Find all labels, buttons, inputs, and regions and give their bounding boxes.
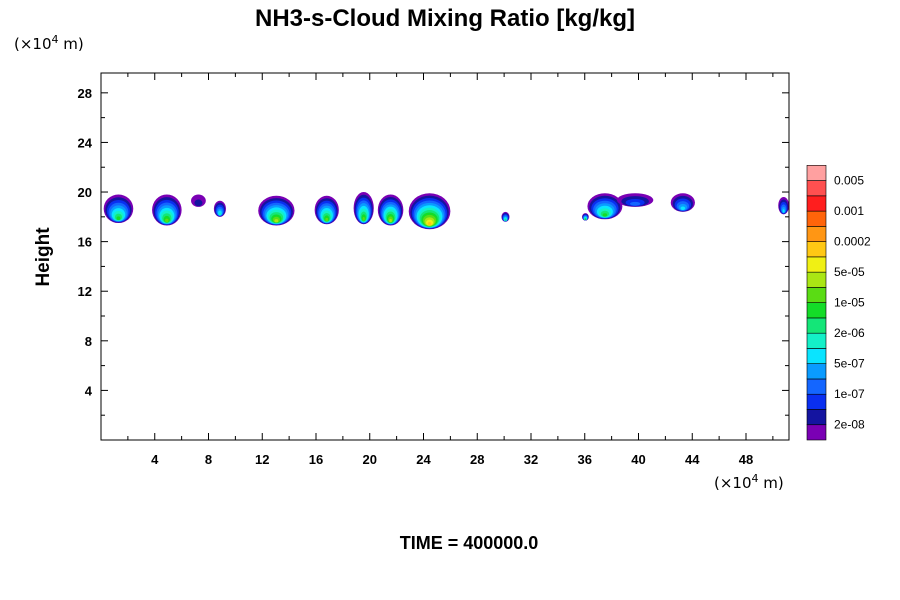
cloud-region [377, 194, 404, 226]
cloud-contour [782, 209, 785, 213]
cloud-region [617, 193, 654, 207]
x-tick-label: 8 [205, 452, 212, 467]
colorbar-swatch [806, 180, 827, 197]
cloud-region [587, 193, 623, 220]
y-axis-unit: (×104 m) [14, 33, 84, 53]
cloud-contour [274, 219, 279, 223]
x-tick-label: 28 [470, 452, 484, 467]
colorbar-swatch [806, 409, 827, 426]
colorbar-swatch [806, 195, 827, 212]
x-axis-unit-open: (×10 [714, 474, 752, 492]
colorbar-swatch [806, 226, 827, 242]
colorbar-swatch [806, 348, 827, 365]
x-tick-label: 44 [685, 452, 700, 467]
cloud-region [408, 193, 451, 230]
cloud-contour [325, 217, 329, 222]
colorbar-swatch [806, 256, 827, 273]
x-tick-label: 32 [524, 452, 538, 467]
cloud-contour [629, 201, 641, 206]
cloud-contour [584, 218, 587, 221]
cloud-contour [362, 217, 365, 221]
colorbar-swatch [806, 302, 827, 319]
y-tick-label: 20 [78, 185, 92, 200]
y-tick-label: 16 [78, 235, 92, 250]
cloud-region [314, 195, 339, 225]
colorbar-label: 1e-07 [834, 387, 865, 401]
cloud-contour [427, 222, 432, 226]
x-tick-label: 36 [578, 452, 592, 467]
cloud-contour [218, 212, 221, 216]
plot-frame [100, 72, 790, 441]
y-tick-label: 12 [78, 284, 92, 299]
cloud-region [191, 194, 206, 207]
y-tick-label: 24 [78, 135, 93, 150]
colorbar-swatch [806, 424, 827, 441]
x-axis-unit-exp: 4 [752, 472, 759, 485]
x-axis-ticks: 4 8 12 16 20 24 28 32 36 40 44 48 [127, 73, 774, 467]
x-tick-label: 16 [309, 452, 323, 467]
x-tick-label: 24 [416, 452, 431, 467]
y-tick-label: 4 [85, 383, 93, 398]
colorbar-label: 0.005 [834, 174, 864, 188]
y-axis-ticks: 4 8 12 16 20 24 28 [78, 86, 789, 416]
y-axis-label: Height [33, 227, 54, 287]
colorbar-swatch [806, 378, 827, 395]
colorbar-swatch [806, 287, 827, 303]
colorbar: 2e-08 1e-07 5e-07 2e-06 1e-05 5e-05 0.0002 0.00… [806, 165, 871, 441]
colorbar-label: 0.0002 [834, 235, 871, 249]
x-tick-label: 12 [255, 452, 269, 467]
y-tick-label: 8 [85, 334, 92, 349]
colorbar-swatch [806, 241, 827, 258]
cloud-layer [103, 192, 789, 230]
colorbar-swatch [806, 271, 827, 288]
y-axis-unit-close: m) [59, 35, 84, 53]
x-axis-unit: (×104 m) [714, 472, 784, 492]
colorbar-label: 1e-05 [834, 296, 865, 310]
colorbar-label: 0.001 [834, 204, 864, 218]
cloud-region [353, 192, 374, 225]
cloud-region [582, 213, 589, 221]
colorbar-swatch [806, 210, 827, 227]
cloud-contour [165, 218, 169, 223]
y-tick-label: 28 [78, 86, 92, 101]
cloud-contour [194, 199, 203, 207]
cloud-contour [116, 216, 121, 221]
cloud-region [778, 196, 789, 215]
cloud-contour [602, 213, 608, 217]
cloud-region [501, 211, 510, 222]
y-axis-unit-exp: 4 [52, 33, 59, 46]
colorbar-label: 2e-08 [834, 418, 865, 432]
colorbar-swatch [806, 165, 827, 181]
x-axis-unit-close: m) [759, 474, 784, 492]
cloud-contour [389, 218, 392, 223]
colorbar-label: 2e-06 [834, 326, 865, 340]
colorbar-swatch [806, 363, 827, 380]
plot-background [101, 73, 789, 440]
x-tick-label: 40 [631, 452, 645, 467]
colorbar-swatch [806, 332, 827, 349]
cloud-region [670, 193, 695, 212]
chart-title: NH3-s-Cloud Mixing Ratio [kg/kg] [255, 5, 635, 32]
x-tick-label: 20 [363, 452, 377, 467]
cloud-region [152, 194, 182, 226]
colorbar-swatch [806, 393, 827, 410]
cloud-region [103, 194, 134, 224]
cloud-region [258, 195, 295, 226]
x-tick-label: 4 [151, 452, 159, 467]
cloud-contour [680, 206, 686, 211]
colorbar-swatch [806, 317, 827, 334]
y-axis-unit-open: (×10 [14, 35, 52, 53]
time-label: TIME = 400000.0 [400, 533, 539, 553]
colorbar-label: 5e-05 [834, 265, 865, 279]
cloud-region [213, 200, 226, 217]
cloud-contour [504, 219, 507, 221]
x-tick-label: 48 [739, 452, 753, 467]
colorbar-label: 5e-07 [834, 357, 865, 371]
